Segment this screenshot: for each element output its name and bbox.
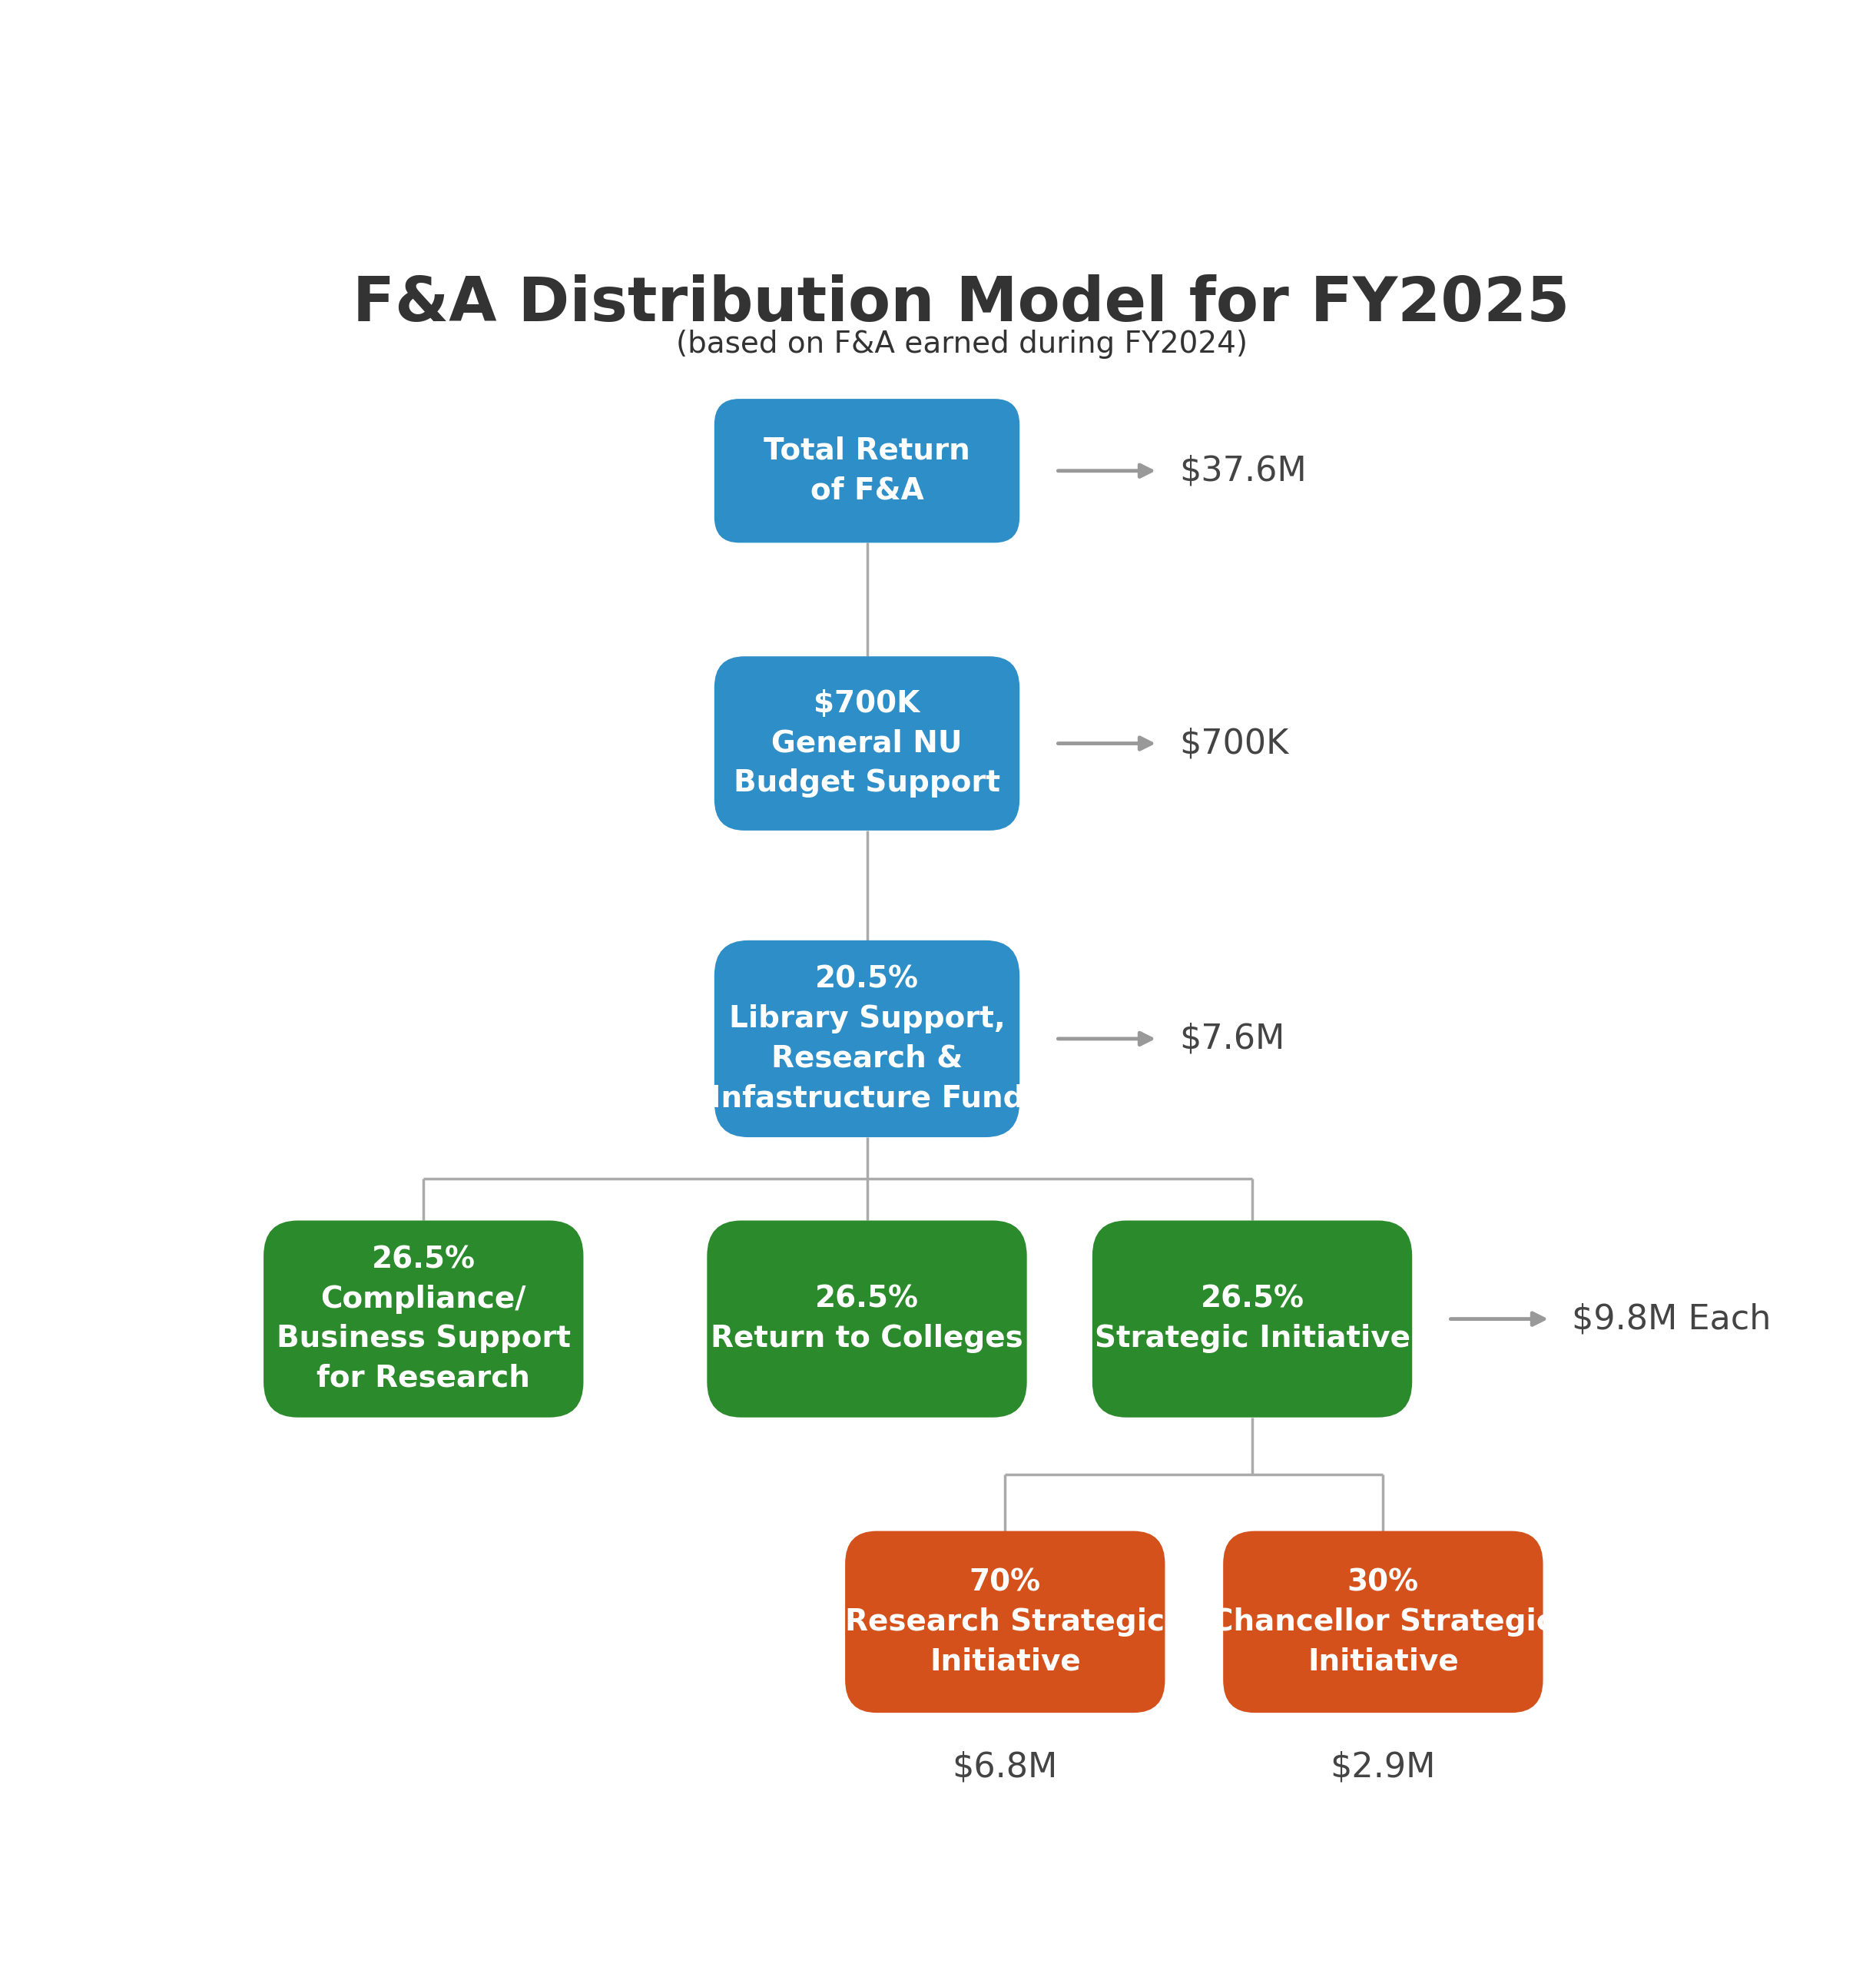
Text: 26.5%
Compliance/
Business Support
for Research: 26.5% Compliance/ Business Support for R… bbox=[276, 1245, 570, 1393]
Text: $9.8M Each: $9.8M Each bbox=[1572, 1302, 1771, 1336]
FancyBboxPatch shape bbox=[715, 657, 1021, 830]
Text: 26.5%
Strategic Initiative: 26.5% Strategic Initiative bbox=[1094, 1284, 1411, 1353]
FancyBboxPatch shape bbox=[707, 1220, 1026, 1418]
FancyBboxPatch shape bbox=[1223, 1530, 1544, 1713]
Text: 20.5%
Library Support,
Research &
Infastructure Fund: 20.5% Library Support, Research & Infast… bbox=[709, 966, 1024, 1113]
Text: $700K: $700K bbox=[1180, 728, 1289, 759]
FancyBboxPatch shape bbox=[715, 399, 1021, 543]
Text: $6.8M: $6.8M bbox=[953, 1751, 1058, 1784]
Text: $700K
General NU
Budget Support: $700K General NU Budget Support bbox=[734, 688, 1000, 797]
FancyBboxPatch shape bbox=[263, 1220, 583, 1418]
Text: 30%
Chancellor Strategic
Initiative: 30% Chancellor Strategic Initiative bbox=[1212, 1568, 1555, 1676]
FancyBboxPatch shape bbox=[846, 1530, 1165, 1713]
Text: Total Return
of F&A: Total Return of F&A bbox=[764, 437, 970, 506]
Text: (based on F&A earned during FY2024): (based on F&A earned during FY2024) bbox=[675, 330, 1248, 360]
Text: $7.6M: $7.6M bbox=[1180, 1023, 1285, 1054]
FancyBboxPatch shape bbox=[1092, 1220, 1413, 1418]
Text: 70%
Research Strategic
Initiative: 70% Research Strategic Initiative bbox=[846, 1568, 1165, 1676]
Text: F&A Distribution Model for FY2025: F&A Distribution Model for FY2025 bbox=[353, 273, 1570, 334]
Text: $2.9M: $2.9M bbox=[1330, 1751, 1435, 1784]
Text: $37.6M: $37.6M bbox=[1180, 454, 1308, 488]
Text: 26.5%
Return to Colleges: 26.5% Return to Colleges bbox=[711, 1284, 1022, 1353]
FancyBboxPatch shape bbox=[715, 940, 1021, 1137]
